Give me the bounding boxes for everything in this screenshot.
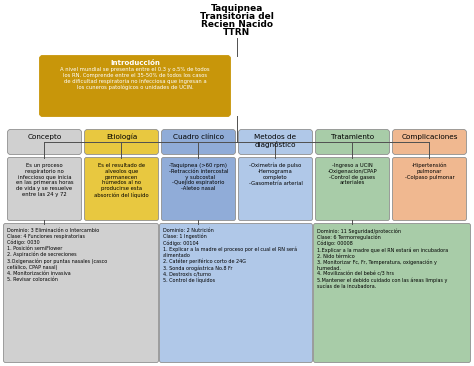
FancyBboxPatch shape xyxy=(8,157,82,220)
FancyBboxPatch shape xyxy=(162,157,236,220)
FancyBboxPatch shape xyxy=(8,130,82,154)
FancyBboxPatch shape xyxy=(159,224,312,362)
Text: A nivel mundial se presenta entre el 0.3 y o.5% de todos
los RN. Comprende entre: A nivel mundial se presenta entre el 0.3… xyxy=(60,67,210,90)
Text: -Hipertensión
pulmonar
-Colpaso pulmonar: -Hipertensión pulmonar -Colpaso pulmonar xyxy=(405,163,455,180)
Text: Concepto: Concepto xyxy=(27,134,62,140)
Text: Etiología: Etiología xyxy=(106,134,137,141)
Text: Es el resultado de
alveolos que
permanecen
húmedos al no
producirse esta
absorci: Es el resultado de alveolos que permanec… xyxy=(94,163,149,198)
FancyBboxPatch shape xyxy=(392,157,466,220)
Text: -Ingreso a UCIN
-Oxigenacion/CPAP
-Control de gases
arteriales: -Ingreso a UCIN -Oxigenacion/CPAP -Contr… xyxy=(328,163,377,186)
Text: -Taquipnea (>60 rpm)
-Retracción intercostal
  y subcostal
-Quejido espiratorio
: -Taquipnea (>60 rpm) -Retracción interco… xyxy=(169,163,228,191)
Text: -Oximetría de pulso
-Hemograma
completo
-Gasometría arterial: -Oximetría de pulso -Hemograma completo … xyxy=(248,163,302,186)
FancyBboxPatch shape xyxy=(316,130,390,154)
Text: Introducción: Introducción xyxy=(110,60,160,66)
Text: Metodos de
diagnóstico: Metodos de diagnóstico xyxy=(255,134,297,148)
FancyBboxPatch shape xyxy=(84,157,158,220)
Text: Tratamiento: Tratamiento xyxy=(331,134,374,140)
Text: Complicaciones: Complicaciones xyxy=(401,134,458,140)
Text: Es un proceso
respiratorio no
infeccioso que inicia
en las primeras horas
de vid: Es un proceso respiratorio no infeccioso… xyxy=(16,163,73,197)
FancyBboxPatch shape xyxy=(39,56,230,116)
FancyBboxPatch shape xyxy=(316,157,390,220)
Text: Dominio: 11 Seguridad/protección
Clase: 6 Termorregulación
Código: 00008
1.Expli: Dominio: 11 Seguridad/protección Clase: … xyxy=(317,228,448,289)
FancyBboxPatch shape xyxy=(162,130,236,154)
FancyBboxPatch shape xyxy=(238,130,312,154)
Text: TTRN: TTRN xyxy=(223,28,251,37)
FancyBboxPatch shape xyxy=(313,224,471,362)
Text: Transitoria del: Transitoria del xyxy=(200,12,274,21)
FancyBboxPatch shape xyxy=(238,157,312,220)
FancyBboxPatch shape xyxy=(3,224,158,362)
FancyBboxPatch shape xyxy=(84,130,158,154)
FancyBboxPatch shape xyxy=(392,130,466,154)
Text: Cuadro clínico: Cuadro clínico xyxy=(173,134,224,140)
Text: Taquipnea: Taquipnea xyxy=(211,4,263,13)
Text: Dominio: 2 Nutrición
Clase: 1 Ingestión
Código: 00104
1. Explicar a la madre el : Dominio: 2 Nutrición Clase: 1 Ingestión … xyxy=(163,228,297,283)
Text: Dominio: 3 Eliminación o Intercambio
Clase: 4 Funciones respiratorias
Código: 00: Dominio: 3 Eliminación o Intercambio Cla… xyxy=(7,228,107,282)
Text: Recien Nacido: Recien Nacido xyxy=(201,20,273,29)
